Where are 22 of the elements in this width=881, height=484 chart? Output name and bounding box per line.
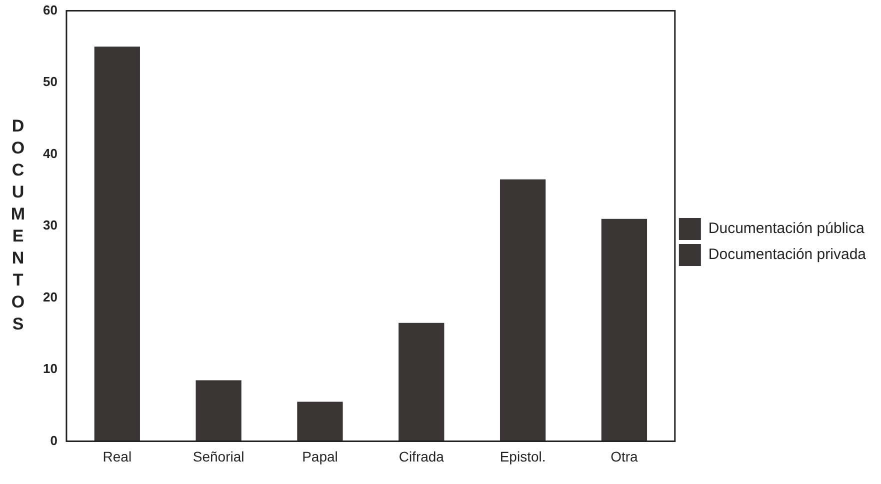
y-tick-label: 40 [42,146,58,161]
legend-label: Ducumentación pública [708,220,865,238]
text: DOCUMENTOS [10,116,26,334]
x-tick-label: Señorial [192,448,244,464]
bar [398,322,444,442]
bar [601,218,648,442]
x-tick-label: Epistol. [500,448,546,464]
legend-label: Documentación privada [708,246,867,264]
y-tick-label: 50 [42,74,58,90]
y-tick-label: 30 [42,218,58,233]
bar [297,402,343,442]
bar [94,46,140,442]
y-tick-label: 0 [50,432,58,448]
y-tick-label: 60 [42,2,58,18]
bar [196,380,242,442]
y-tick-label: 20 [42,289,58,304]
y-tick-label: 10 [42,361,58,376]
x-tick-label: Cifrada [398,448,444,464]
bar [500,179,546,442]
x-tick-label: Otra [610,448,638,464]
x-tick-label: Real [102,448,132,464]
x-tick-label: Papal [302,448,338,464]
